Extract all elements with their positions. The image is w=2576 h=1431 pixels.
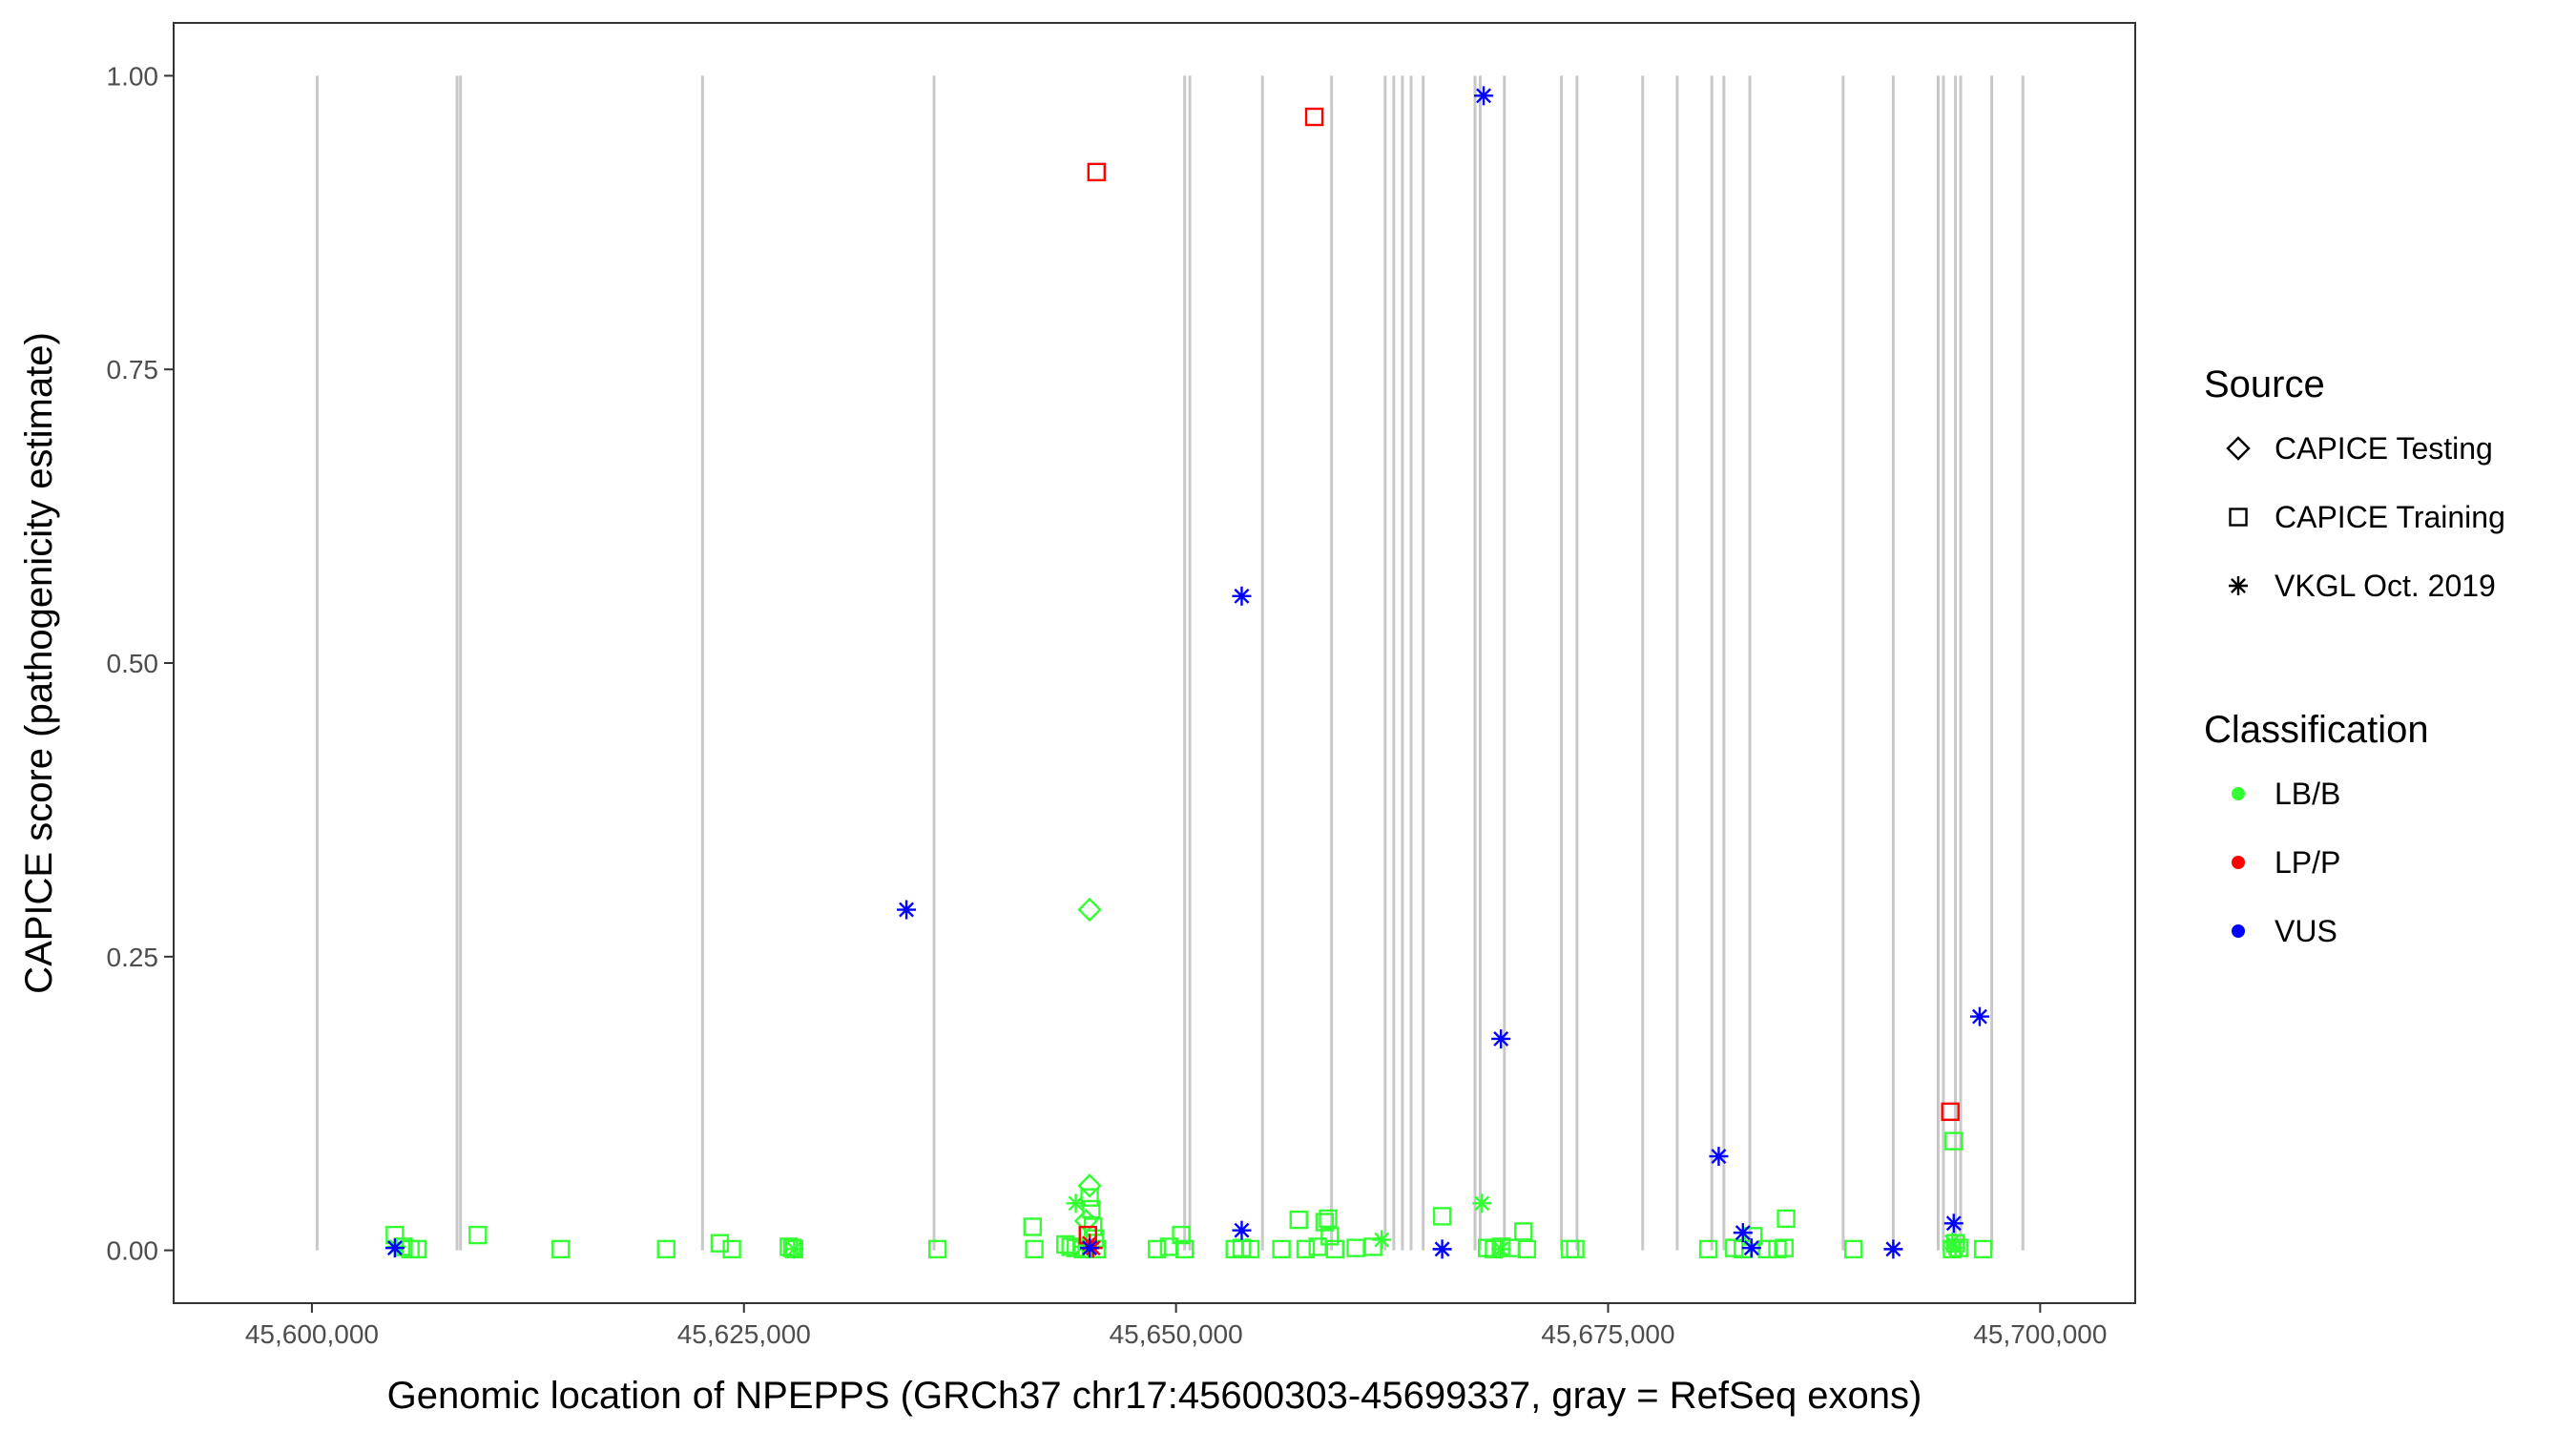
data-point	[1945, 1238, 1965, 1258]
data-point	[1272, 1239, 1291, 1259]
data-point	[1566, 1239, 1585, 1259]
data-point	[1304, 107, 1324, 127]
y-tick-label: 0.00	[107, 1236, 159, 1266]
data-point	[1232, 586, 1252, 606]
data-point	[1491, 1239, 1511, 1259]
legend-key	[2232, 924, 2245, 938]
data-point	[1768, 1239, 1787, 1259]
legend-key	[2232, 787, 2245, 800]
data-point	[1775, 1238, 1794, 1257]
data-point	[1709, 1147, 1729, 1167]
legend-label: LP/P	[2275, 845, 2340, 880]
legend-label: CAPICE Testing	[2275, 431, 2493, 466]
data-point	[927, 1239, 947, 1259]
data-point	[1025, 1239, 1044, 1259]
exon-lines	[315, 75, 2025, 1251]
data-point	[1372, 1230, 1392, 1250]
data-point	[897, 900, 917, 920]
data-point	[1472, 1193, 1492, 1213]
data-point	[1225, 1239, 1244, 1259]
data-point	[1346, 1238, 1365, 1257]
data-point	[1023, 1217, 1042, 1236]
x-tick-label: 45,675,000	[1541, 1319, 1674, 1349]
data-point	[1325, 1239, 1344, 1259]
x-tick-label: 45,650,000	[1110, 1319, 1243, 1349]
data-point	[1289, 1210, 1308, 1230]
data-point	[1733, 1223, 1753, 1243]
x-axis-title: Genomic location of NPEPPS (GRCh37 chr17…	[387, 1375, 1922, 1417]
legend-key	[2229, 576, 2248, 595]
data-point	[1432, 1239, 1452, 1259]
data-point	[1944, 1131, 1963, 1151]
data-point	[407, 1239, 427, 1259]
data-point	[1474, 86, 1494, 106]
data-point	[551, 1239, 571, 1259]
x-tick-label: 45,625,000	[677, 1319, 811, 1349]
data-point	[1517, 1239, 1537, 1259]
data-point	[1172, 1225, 1191, 1245]
legend-key	[2226, 436, 2251, 461]
data-point	[1077, 1173, 1102, 1198]
data-point	[1741, 1238, 1761, 1258]
data-point	[1776, 1209, 1796, 1229]
data-point	[710, 1234, 730, 1253]
data-point	[1296, 1239, 1316, 1259]
x-tick-label: 45,600,000	[245, 1319, 379, 1349]
data-point	[782, 1238, 802, 1257]
y-tick-label: 1.00	[107, 61, 159, 91]
data-point	[1087, 162, 1107, 182]
legend-label: VUS	[2275, 914, 2337, 948]
legend-label: VKGL Oct. 2019	[2275, 569, 2496, 603]
legend-key	[2232, 856, 2245, 869]
plot-panel-border	[173, 22, 2136, 1304]
legend-key	[2229, 508, 2248, 527]
data-point	[1232, 1220, 1252, 1240]
data-point	[722, 1239, 741, 1259]
legend-label: CAPICE Training	[2275, 500, 2505, 534]
legend-label: LB/B	[2275, 777, 2340, 811]
data-point	[1491, 1028, 1511, 1048]
legend: Source CAPICE Testing CAPICE Training VKGL …	[2204, 363, 2505, 948]
legend-group: Classification LB/B LP/P VUS	[2204, 709, 2429, 948]
data-point	[1969, 1006, 1989, 1027]
data-point	[468, 1225, 488, 1245]
y-tick-label: 0.75	[107, 355, 159, 384]
y-axis-title: CAPICE score (pathogenicity estimate)	[18, 332, 60, 994]
data-points	[384, 86, 1993, 1259]
y-axis: 0.00 0.25 0.50 0.75 1.00	[107, 61, 174, 1266]
data-point	[1315, 1213, 1335, 1232]
data-point	[784, 1239, 804, 1259]
data-point	[1883, 1239, 1903, 1259]
data-point	[1080, 1238, 1100, 1258]
data-point	[1066, 1193, 1086, 1213]
data-point	[1973, 1239, 1993, 1259]
data-point	[1844, 1239, 1863, 1259]
legend-group: Source CAPICE Testing CAPICE Training VKGL …	[2204, 363, 2505, 603]
data-point	[1320, 1227, 1340, 1246]
x-axis: 45,600,000 45,625,000 45,650,000 45,675,000…	[245, 1303, 2107, 1349]
data-point	[1942, 1232, 1962, 1252]
x-tick-label: 45,700,000	[1973, 1319, 2107, 1349]
data-point	[1943, 1213, 1963, 1234]
data-point	[384, 1238, 405, 1258]
data-point	[1240, 1239, 1260, 1259]
legend-title: Source	[2204, 363, 2325, 405]
y-tick-label: 0.25	[107, 943, 159, 972]
data-point	[1175, 1239, 1195, 1259]
data-point	[1148, 1239, 1167, 1259]
legend-title: Classification	[2204, 709, 2429, 751]
data-point	[656, 1239, 675, 1259]
data-point	[1432, 1207, 1452, 1226]
data-point	[1319, 1209, 1338, 1229]
data-point	[1077, 897, 1102, 923]
data-point	[1514, 1222, 1533, 1241]
data-point	[1698, 1239, 1718, 1259]
y-tick-label: 0.50	[107, 649, 159, 678]
data-point	[1941, 1102, 1960, 1122]
data-point	[1478, 1238, 1497, 1257]
